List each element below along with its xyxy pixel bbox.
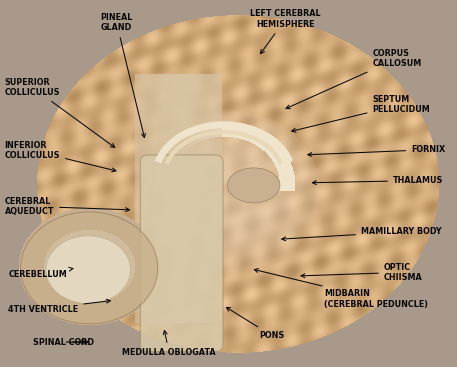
- Text: PONS: PONS: [226, 308, 285, 340]
- Text: SUPERIOR
COLLICULUS: SUPERIOR COLLICULUS: [5, 78, 115, 148]
- Text: CEREBRAL
AQUEDUCT: CEREBRAL AQUEDUCT: [5, 197, 129, 216]
- Text: FORNIX: FORNIX: [308, 145, 446, 156]
- Text: MIDBARIN
(CEREBRAL PEDUNCLE): MIDBARIN (CEREBRAL PEDUNCLE): [254, 269, 429, 309]
- Text: THALAMUS: THALAMUS: [313, 176, 443, 185]
- Ellipse shape: [21, 212, 158, 324]
- Text: CORPUS
CALLOSUM: CORPUS CALLOSUM: [286, 49, 422, 109]
- Text: PINEAL
GLAND: PINEAL GLAND: [101, 13, 145, 138]
- FancyBboxPatch shape: [140, 155, 223, 352]
- Ellipse shape: [228, 168, 280, 203]
- Text: 4TH VENTRICLE: 4TH VENTRICLE: [8, 299, 110, 313]
- Text: OPTIC
CHIISMA: OPTIC CHIISMA: [301, 263, 423, 282]
- Text: MEDULLA OBLOGATA: MEDULLA OBLOGATA: [122, 331, 216, 357]
- Text: SPINAL CORD: SPINAL CORD: [33, 338, 94, 346]
- Text: MAMILLARY BODY: MAMILLARY BODY: [282, 228, 441, 241]
- Text: SEPTUM
PELLUCIDUM: SEPTUM PELLUCIDUM: [292, 95, 430, 132]
- Text: CEREBELLUM: CEREBELLUM: [8, 267, 73, 279]
- Text: LEFT CEREBRAL
HEMISPHERE: LEFT CEREBRAL HEMISPHERE: [250, 9, 321, 54]
- Ellipse shape: [46, 236, 131, 304]
- Text: INFERIOR
COLLICULUS: INFERIOR COLLICULUS: [5, 141, 116, 172]
